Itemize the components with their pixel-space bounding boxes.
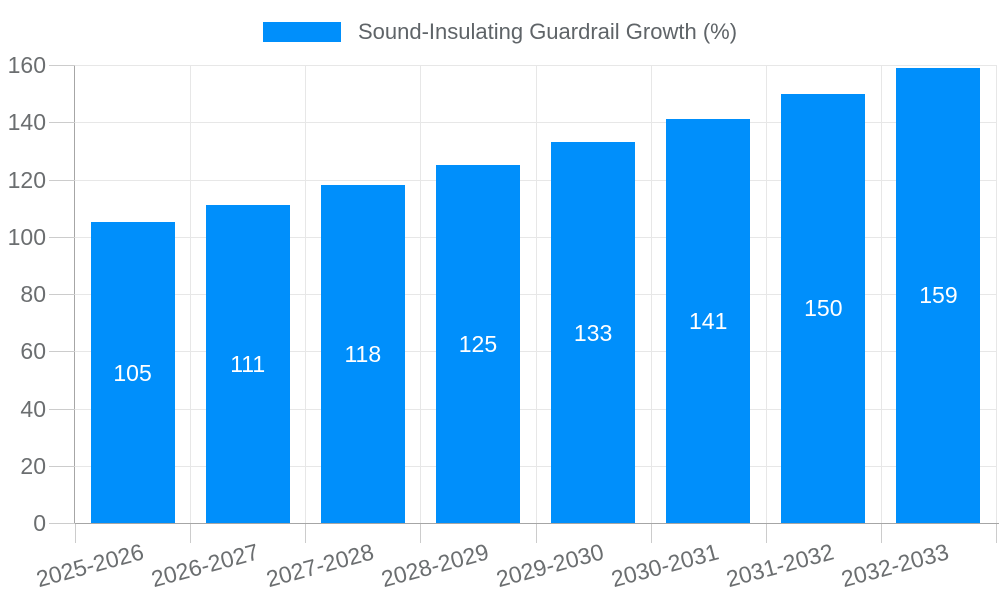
x-axis-label: 2028-2029 [378,538,492,593]
x-gridline [535,65,537,523]
y-axis-tick [49,179,75,181]
y-axis-label: 100 [7,223,46,250]
x-axis-label: 2031-2032 [723,538,837,593]
y-axis-tick [49,236,75,238]
x-axis-tick [535,523,537,543]
bar[interactable] [435,165,520,523]
x-axis-label: 2032-2033 [838,538,952,593]
plot-area: 0 20 40 60 80 100 120 140 160 105 111 118 125 133 141 1… [8,52,999,592]
x-gridline [996,65,997,523]
y-axis-tick [49,65,75,66]
x-axis-tick [650,523,652,543]
y-axis-tick [49,122,75,124]
bar[interactable] [551,142,636,523]
bar[interactable] [781,93,866,523]
legend-swatch [262,22,341,42]
y-axis-label: 140 [7,109,46,136]
x-axis-label: 2030-2031 [608,538,722,593]
x-axis-label: 2025-2026 [32,538,146,593]
x-gridline [765,65,767,523]
bar[interactable] [666,119,751,523]
y-axis-tick [49,408,75,410]
x-axis-tick [190,523,192,543]
x-axis-tick [75,523,76,543]
bar[interactable] [320,185,405,523]
x-axis-tick [996,523,997,543]
y-axis-label: 120 [7,166,46,193]
x-axis-label: 2029-2030 [493,538,607,593]
x-axis-label: 2026-2027 [148,538,262,593]
x-gridline [880,65,882,523]
y-axis-label: 40 [20,395,46,422]
y-axis-label: 0 [33,510,46,536]
x-axis-tick [880,523,882,543]
x-gridline [190,65,192,523]
x-gridline [420,65,422,523]
x-axis-label: 2027-2028 [263,538,377,593]
x-gridline [650,65,652,523]
x-axis-tick [420,523,422,543]
x-axis-tick [305,523,307,543]
bar[interactable] [205,205,290,523]
y-axis-label: 60 [20,338,46,365]
y-axis-tick [49,465,75,467]
bar[interactable] [896,67,981,523]
legend[interactable]: Sound-Insulating Guardrail Growth (%) [0,18,1000,46]
x-axis-line [75,523,999,524]
y-axis-label: 20 [20,452,46,479]
legend-label: Sound-Insulating Guardrail Growth (%) [357,19,738,44]
y-axis-tick [49,523,75,524]
y-axis-tick [49,351,75,353]
y-axis-label: 80 [20,281,46,307]
y-axis-tick [49,294,75,295]
y-axis-label: 160 [7,52,46,78]
x-axis-tick [765,523,767,543]
bar[interactable] [90,222,175,523]
x-gridline [305,65,307,523]
